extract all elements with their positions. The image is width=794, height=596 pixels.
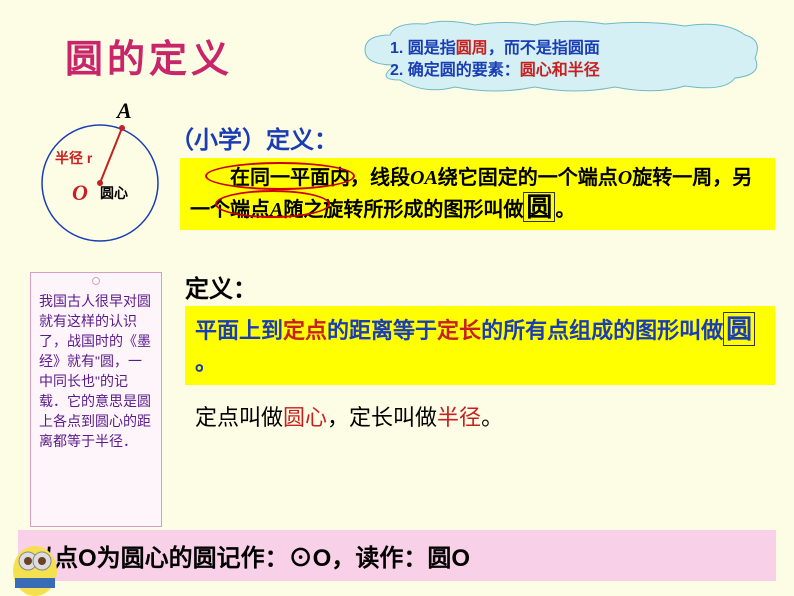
- bottom-text: 以点O为圆心的圆记作：⊙O，读作：圆O: [30, 545, 470, 572]
- note-box: 我国古人很早对圆就有这样的认识了，战国时的《墨经》就有"圆，一中同长也"的记载．…: [30, 272, 162, 527]
- def1-t4: 旋转一周: [632, 167, 712, 189]
- sub-text: 定点叫做圆心，定长叫做半径。: [195, 400, 503, 432]
- sub-red1: 圆心: [283, 405, 327, 430]
- mascot-icon: [0, 526, 90, 596]
- label-radius: 半径 r: [55, 150, 93, 166]
- red-oval-2: [215, 190, 330, 218]
- red-oval-1: [205, 162, 355, 190]
- sub-red2: 半径: [437, 405, 481, 430]
- def2-red2: 定长: [437, 318, 481, 343]
- def1-t7: 。: [555, 199, 575, 221]
- cloud-line2-red: 圆心和半径: [520, 62, 600, 79]
- label-o: O: [72, 180, 88, 205]
- def1-oa: OA: [410, 167, 438, 189]
- def1-circle-word: 圆: [523, 192, 555, 222]
- main-title: 圆的定义: [65, 28, 233, 83]
- def1-label: （小学）定义：: [170, 120, 338, 155]
- def1-t2: ，线段: [350, 167, 410, 189]
- cloud-line1-suffix: ，而不是指圆面: [488, 40, 600, 57]
- sub-t3: 。: [481, 405, 503, 430]
- def1-t3: 绕它固定的一个端点: [438, 167, 618, 189]
- cloud-line1-prefix: 1. 圆是指: [390, 40, 456, 57]
- sub-t2: ，定长叫做: [327, 405, 437, 430]
- cloud-line2-prefix: 2. 确定圆的要素：: [390, 62, 520, 79]
- label-a: A: [115, 98, 132, 123]
- bottom-bar: 以点O为圆心的圆记作：⊙O，读作：圆O: [18, 530, 776, 581]
- cloud-callout: 1. 圆是指圆周，而不是指圆面 2. 确定圆的要素：圆心和半径: [355, 20, 765, 95]
- note-text: 我国古人很早对圆就有这样的认识了，战国时的《墨经》就有"圆，一中同长也"的记载．…: [39, 291, 153, 451]
- def2-t3: 的所有点组成的图形叫做: [481, 318, 723, 343]
- sub-t1: 定点叫做: [195, 405, 283, 430]
- cloud-text: 1. 圆是指圆周，而不是指圆面 2. 确定圆的要素：圆心和半径: [390, 38, 600, 82]
- def2-circle-word: 圆: [723, 312, 755, 346]
- def2-t1: 平面上到: [195, 318, 283, 343]
- label-center: 圆心: [100, 185, 128, 201]
- cloud-line1-red: 圆周: [456, 40, 488, 57]
- note-hole: [92, 277, 100, 285]
- circle-diagram: A 半径 r O 圆心: [30, 98, 170, 248]
- def2-t4: 。: [195, 350, 217, 375]
- def2-t2: 的距离等于: [327, 318, 437, 343]
- def2-label: 定义：: [185, 269, 257, 304]
- def2-box: 平面上到定点的距离等于定长的所有点组成的图形叫做圆。: [185, 306, 775, 385]
- def2-red1: 定点: [283, 318, 327, 343]
- def1-o: O: [618, 167, 632, 189]
